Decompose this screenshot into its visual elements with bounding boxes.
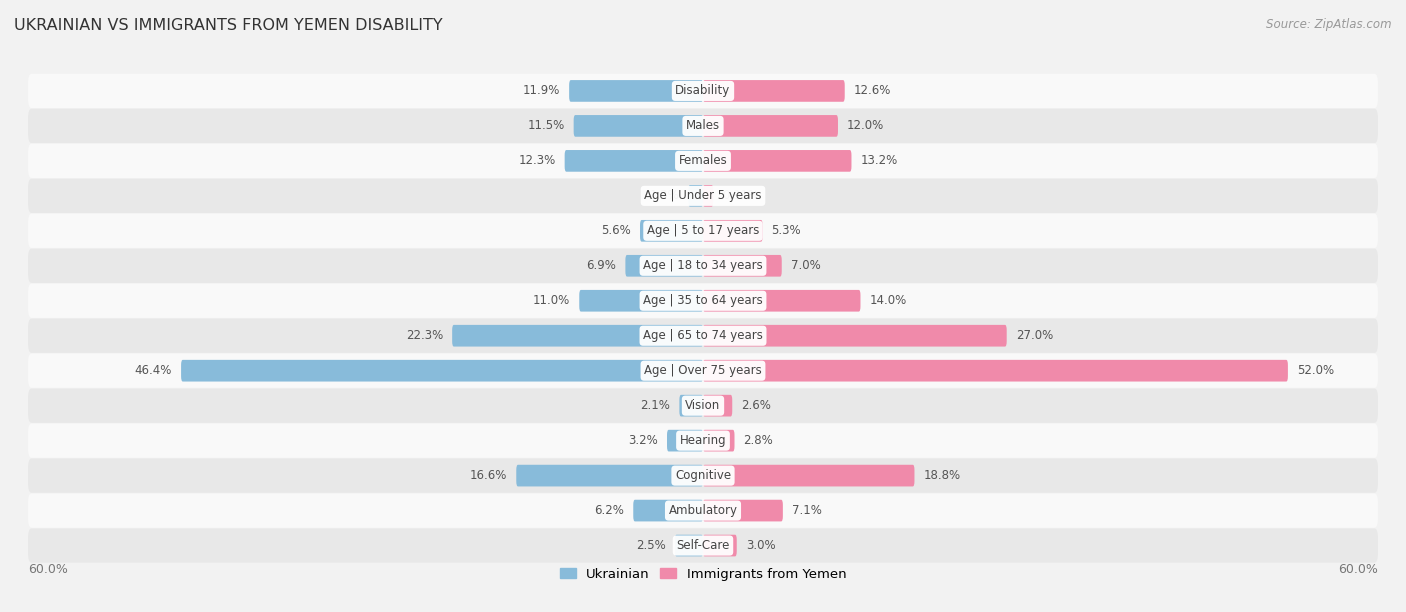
FancyBboxPatch shape bbox=[28, 354, 1378, 388]
Text: 2.5%: 2.5% bbox=[636, 539, 666, 552]
Text: 16.6%: 16.6% bbox=[470, 469, 508, 482]
Text: Males: Males bbox=[686, 119, 720, 132]
Text: 52.0%: 52.0% bbox=[1296, 364, 1334, 377]
FancyBboxPatch shape bbox=[703, 115, 838, 136]
Text: Age | 18 to 34 years: Age | 18 to 34 years bbox=[643, 259, 763, 272]
Text: 18.8%: 18.8% bbox=[924, 469, 960, 482]
Text: Age | 65 to 74 years: Age | 65 to 74 years bbox=[643, 329, 763, 342]
Text: 3.2%: 3.2% bbox=[628, 434, 658, 447]
FancyBboxPatch shape bbox=[569, 80, 703, 102]
FancyBboxPatch shape bbox=[28, 389, 1378, 423]
Text: 1.3%: 1.3% bbox=[650, 189, 679, 203]
FancyBboxPatch shape bbox=[703, 465, 914, 487]
Text: Ambulatory: Ambulatory bbox=[668, 504, 738, 517]
FancyBboxPatch shape bbox=[703, 430, 734, 452]
Text: 0.91%: 0.91% bbox=[723, 189, 759, 203]
Text: UKRAINIAN VS IMMIGRANTS FROM YEMEN DISABILITY: UKRAINIAN VS IMMIGRANTS FROM YEMEN DISAB… bbox=[14, 18, 443, 34]
Text: Age | 5 to 17 years: Age | 5 to 17 years bbox=[647, 225, 759, 237]
Text: 12.0%: 12.0% bbox=[846, 119, 884, 132]
Text: 22.3%: 22.3% bbox=[406, 329, 443, 342]
FancyBboxPatch shape bbox=[28, 248, 1378, 283]
Text: 27.0%: 27.0% bbox=[1015, 329, 1053, 342]
Text: 6.9%: 6.9% bbox=[586, 259, 616, 272]
Text: 2.1%: 2.1% bbox=[641, 399, 671, 412]
Text: 11.0%: 11.0% bbox=[533, 294, 571, 307]
Text: 11.9%: 11.9% bbox=[523, 84, 560, 97]
Text: Disability: Disability bbox=[675, 84, 731, 97]
FancyBboxPatch shape bbox=[703, 535, 737, 556]
FancyBboxPatch shape bbox=[675, 535, 703, 556]
Text: Age | 35 to 64 years: Age | 35 to 64 years bbox=[643, 294, 763, 307]
FancyBboxPatch shape bbox=[640, 220, 703, 242]
Text: Source: ZipAtlas.com: Source: ZipAtlas.com bbox=[1267, 18, 1392, 31]
Text: 6.2%: 6.2% bbox=[595, 504, 624, 517]
Text: Age | Under 5 years: Age | Under 5 years bbox=[644, 189, 762, 203]
FancyBboxPatch shape bbox=[579, 290, 703, 312]
Text: Females: Females bbox=[679, 154, 727, 167]
Text: 7.0%: 7.0% bbox=[790, 259, 821, 272]
Text: 46.4%: 46.4% bbox=[135, 364, 172, 377]
FancyBboxPatch shape bbox=[703, 500, 783, 521]
Text: 60.0%: 60.0% bbox=[28, 563, 67, 576]
FancyBboxPatch shape bbox=[181, 360, 703, 381]
FancyBboxPatch shape bbox=[565, 150, 703, 172]
FancyBboxPatch shape bbox=[28, 214, 1378, 248]
Legend: Ukrainian, Immigrants from Yemen: Ukrainian, Immigrants from Yemen bbox=[554, 562, 852, 586]
FancyBboxPatch shape bbox=[516, 465, 703, 487]
FancyBboxPatch shape bbox=[28, 179, 1378, 213]
FancyBboxPatch shape bbox=[666, 430, 703, 452]
FancyBboxPatch shape bbox=[28, 528, 1378, 562]
Text: Cognitive: Cognitive bbox=[675, 469, 731, 482]
Text: 5.6%: 5.6% bbox=[602, 225, 631, 237]
Text: Age | Over 75 years: Age | Over 75 years bbox=[644, 364, 762, 377]
FancyBboxPatch shape bbox=[574, 115, 703, 136]
Text: 60.0%: 60.0% bbox=[1339, 563, 1378, 576]
FancyBboxPatch shape bbox=[703, 360, 1288, 381]
Text: 12.3%: 12.3% bbox=[519, 154, 555, 167]
Text: Vision: Vision bbox=[685, 399, 721, 412]
Text: 2.6%: 2.6% bbox=[741, 399, 770, 412]
Text: Hearing: Hearing bbox=[679, 434, 727, 447]
FancyBboxPatch shape bbox=[633, 500, 703, 521]
FancyBboxPatch shape bbox=[703, 290, 860, 312]
FancyBboxPatch shape bbox=[626, 255, 703, 277]
Text: 2.8%: 2.8% bbox=[744, 434, 773, 447]
Text: 7.1%: 7.1% bbox=[792, 504, 821, 517]
Text: 13.2%: 13.2% bbox=[860, 154, 897, 167]
FancyBboxPatch shape bbox=[453, 325, 703, 346]
FancyBboxPatch shape bbox=[703, 150, 852, 172]
FancyBboxPatch shape bbox=[703, 325, 1007, 346]
FancyBboxPatch shape bbox=[28, 74, 1378, 108]
FancyBboxPatch shape bbox=[28, 319, 1378, 353]
FancyBboxPatch shape bbox=[28, 109, 1378, 143]
FancyBboxPatch shape bbox=[28, 283, 1378, 318]
Text: Self-Care: Self-Care bbox=[676, 539, 730, 552]
FancyBboxPatch shape bbox=[703, 185, 713, 207]
Text: 3.0%: 3.0% bbox=[745, 539, 775, 552]
Text: 12.6%: 12.6% bbox=[853, 84, 891, 97]
FancyBboxPatch shape bbox=[679, 395, 703, 417]
Text: 14.0%: 14.0% bbox=[869, 294, 907, 307]
FancyBboxPatch shape bbox=[703, 220, 762, 242]
FancyBboxPatch shape bbox=[703, 395, 733, 417]
FancyBboxPatch shape bbox=[28, 458, 1378, 493]
FancyBboxPatch shape bbox=[28, 144, 1378, 178]
Text: 5.3%: 5.3% bbox=[772, 225, 801, 237]
Text: 11.5%: 11.5% bbox=[527, 119, 565, 132]
FancyBboxPatch shape bbox=[703, 255, 782, 277]
FancyBboxPatch shape bbox=[28, 493, 1378, 528]
FancyBboxPatch shape bbox=[703, 80, 845, 102]
FancyBboxPatch shape bbox=[689, 185, 703, 207]
FancyBboxPatch shape bbox=[28, 424, 1378, 458]
